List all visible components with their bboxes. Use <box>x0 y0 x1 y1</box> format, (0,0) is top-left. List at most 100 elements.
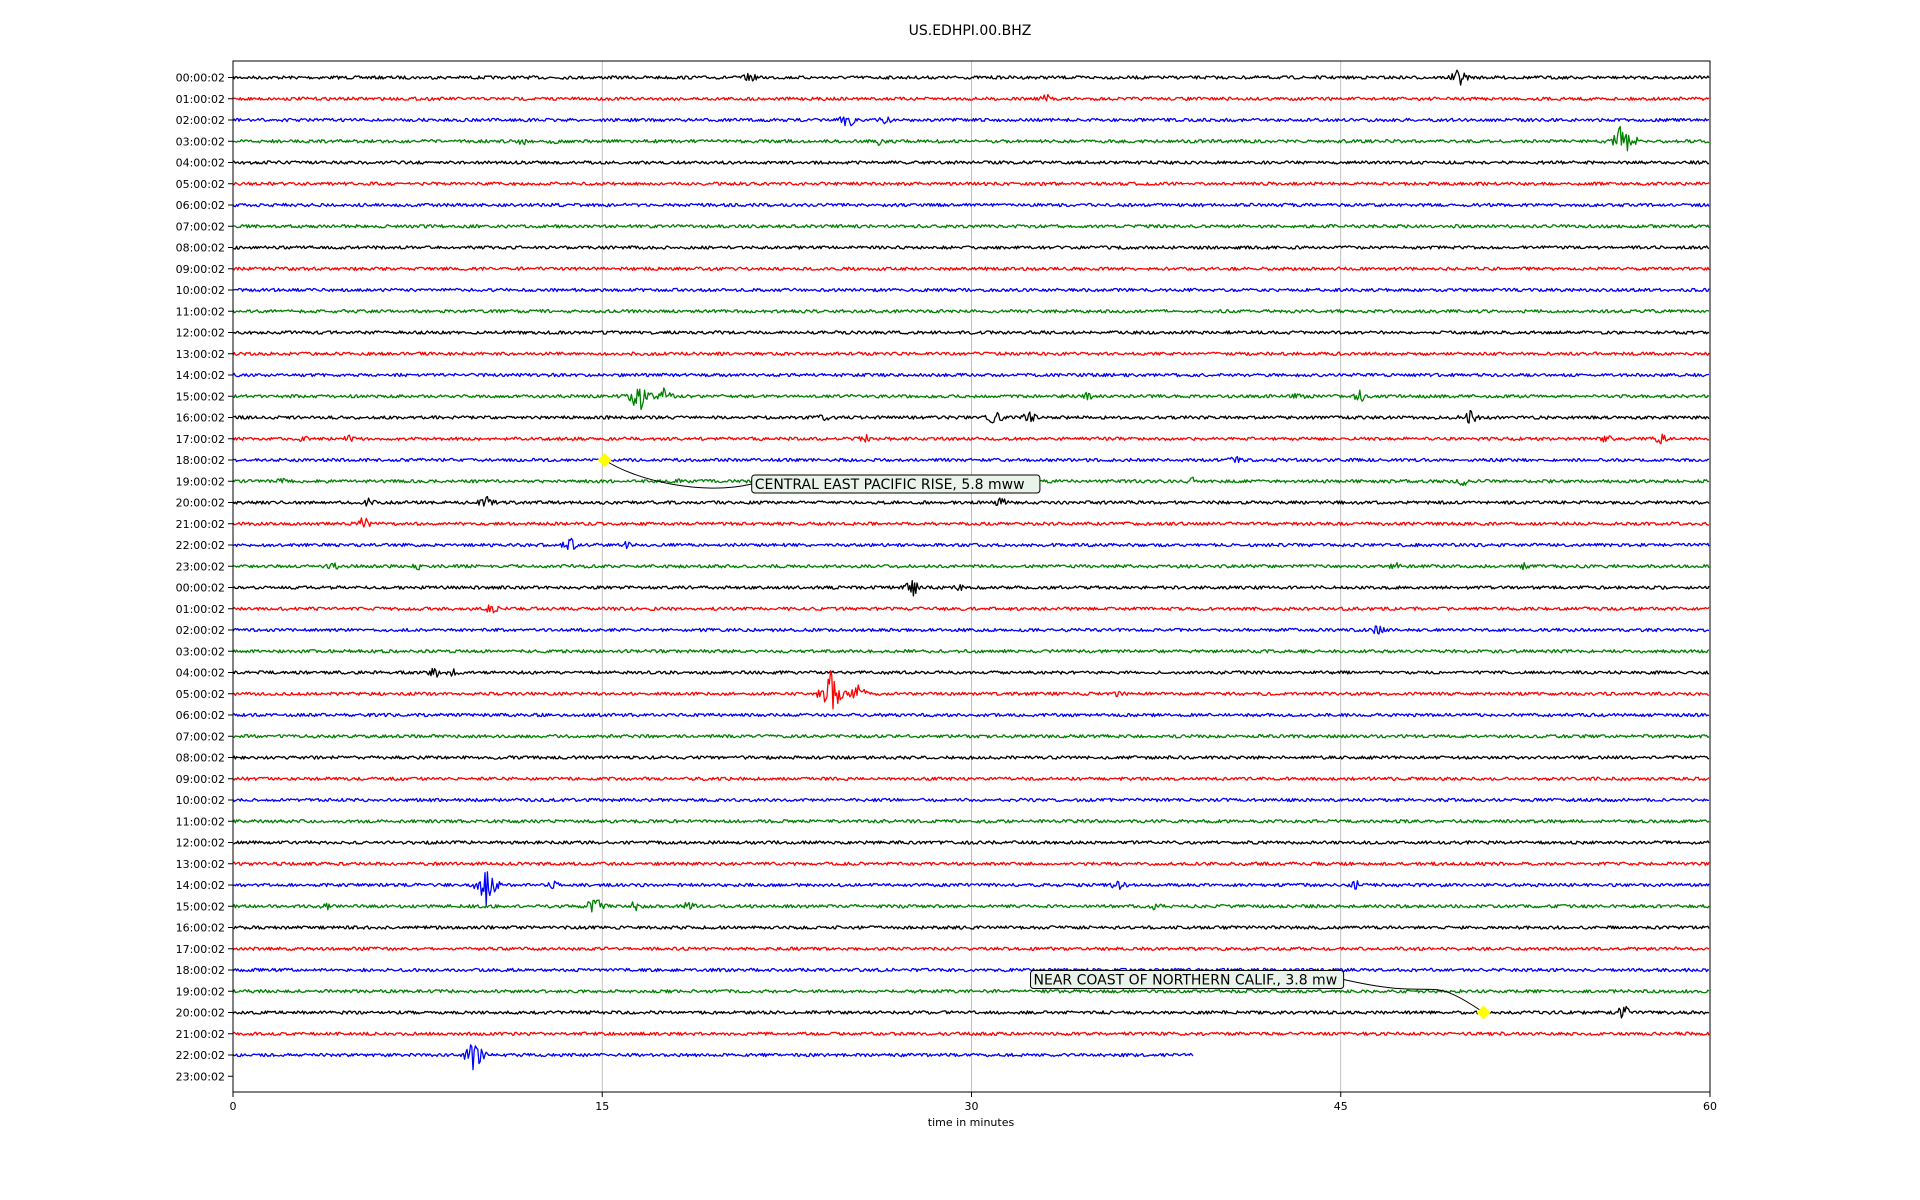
trace-row <box>232 351 1710 356</box>
x-tick-label: 45 <box>1334 1100 1348 1113</box>
row-time-label: 08:00:02 <box>176 242 225 255</box>
row-time-label: 05:00:02 <box>176 688 225 701</box>
row-time-label: 05:00:02 <box>176 178 225 191</box>
trace-row <box>232 433 1710 445</box>
trace-row <box>232 819 1710 824</box>
x-tick-label: 60 <box>1703 1100 1717 1113</box>
row-time-label: 21:00:02 <box>176 518 225 531</box>
trace-row <box>232 517 1710 528</box>
row-time-label: 00:00:02 <box>176 72 225 85</box>
trace-row <box>232 224 1710 229</box>
row-time-label: 12:00:02 <box>176 327 225 340</box>
trace-row <box>232 266 1710 271</box>
row-time-label: 09:00:02 <box>176 263 225 276</box>
trace-row <box>232 456 1710 464</box>
row-time-label: 13:00:02 <box>176 858 225 871</box>
row-time-label: 21:00:02 <box>176 1028 225 1041</box>
x-tick-label: 0 <box>230 1100 237 1113</box>
annotation-leader-line <box>1343 979 1484 1013</box>
row-time-label: 07:00:02 <box>176 730 225 743</box>
row-time-label: 17:00:02 <box>176 943 225 956</box>
x-tick-label: 30 <box>965 1100 979 1113</box>
trace-row <box>232 580 1710 597</box>
trace-row <box>232 667 1709 678</box>
trace-row <box>232 409 1710 424</box>
x-tick-label: 15 <box>595 1100 609 1113</box>
annotation-box <box>1030 970 1345 989</box>
row-time-label: 02:00:02 <box>176 114 225 127</box>
row-time-label: 09:00:02 <box>176 773 225 786</box>
row-time-label: 16:00:02 <box>176 922 225 935</box>
row-time-label: 13:00:02 <box>176 348 225 361</box>
row-time-label: 19:00:02 <box>176 985 225 998</box>
trace-row <box>232 202 1710 208</box>
row-time-label: 14:00:02 <box>176 879 225 892</box>
trace-row <box>232 309 1710 314</box>
trace-row <box>232 125 1710 152</box>
row-time-label: 22:00:02 <box>176 539 225 552</box>
row-time-label: 20:00:02 <box>176 497 225 510</box>
event-annotation: NEAR COAST OF NORTHERN CALIF., 3.8 mw <box>1030 970 1491 1020</box>
trace-layer <box>232 69 1710 1071</box>
row-time-label: 23:00:02 <box>176 1070 225 1083</box>
trace-row <box>232 755 1710 760</box>
trace-row <box>233 160 1710 165</box>
trace-row <box>232 387 1710 411</box>
grid-lines <box>601 61 1342 1092</box>
trace-row <box>232 181 1710 186</box>
row-label-layer: 00:00:02 01:00:02 02:00:02 03:00:02 04:00:02… <box>176 72 233 1083</box>
trace-row <box>232 1031 1710 1036</box>
row-time-label: 14:00:02 <box>176 369 225 382</box>
row-time-label: 19:00:02 <box>176 475 225 488</box>
trace-row <box>232 840 1710 845</box>
annotation-box <box>751 474 1041 494</box>
trace-row <box>232 967 1710 973</box>
trace-row <box>232 797 1709 803</box>
trace-row <box>232 899 1710 913</box>
annotation-leader-line <box>604 459 752 489</box>
trace-row <box>232 649 1710 654</box>
trace-row <box>233 925 1710 930</box>
event-label: CENTRAL EAST PACIFIC RISE, 5.8 mww <box>755 477 1025 493</box>
row-time-label: 08:00:02 <box>176 752 225 765</box>
trace-row <box>232 861 1710 866</box>
row-time-label: 18:00:02 <box>176 454 225 467</box>
trace-row <box>232 1044 1194 1071</box>
trace-row <box>232 712 1710 718</box>
row-time-label: 22:00:02 <box>176 1049 225 1062</box>
trace-row <box>232 625 1710 635</box>
trace-row <box>232 1005 1710 1019</box>
trace-row <box>232 776 1710 781</box>
event-label: NEAR COAST OF NORTHERN CALIF., 3.8 mw <box>1034 973 1338 989</box>
row-time-label: 15:00:02 <box>176 390 225 403</box>
row-time-label: 10:00:02 <box>176 284 225 297</box>
event-marker <box>1476 1005 1491 1020</box>
trace-row <box>233 330 1710 335</box>
trace-row <box>232 871 1710 907</box>
trace-row <box>232 946 1710 951</box>
event-marker <box>597 453 612 467</box>
row-time-label: 15:00:02 <box>176 900 225 913</box>
trace-row <box>232 245 1710 250</box>
trace-row <box>232 604 1710 614</box>
row-time-label: 01:00:02 <box>176 93 225 106</box>
trace-row <box>232 116 1710 127</box>
row-time-label: 00:00:02 <box>176 582 225 595</box>
row-time-label: 11:00:02 <box>176 815 225 828</box>
trace-row <box>232 69 1710 86</box>
x-axis-label: time in minutes <box>928 1116 1015 1129</box>
row-time-label: 11:00:02 <box>176 305 225 318</box>
trace-row <box>232 93 1710 102</box>
x-tick-layer: 0 15 30 45 60 <box>230 1092 1717 1113</box>
row-time-label: 10:00:02 <box>176 794 225 807</box>
event-annotation: CENTRAL EAST PACIFIC RISE, 5.8 mww <box>597 453 1041 494</box>
event-layer: CENTRAL EAST PACIFIC RISE, 5.8 mww NEAR C… <box>597 453 1491 1020</box>
row-time-label: 12:00:02 <box>176 837 225 850</box>
row-time-label: 06:00:02 <box>176 709 225 722</box>
row-time-label: 23:00:02 <box>176 560 225 573</box>
plot-frame <box>232 60 1711 1093</box>
row-time-label: 17:00:02 <box>176 433 225 446</box>
chart-title: US.EDHPI.00.BHZ <box>909 23 1032 39</box>
row-time-label: 04:00:02 <box>176 157 225 170</box>
